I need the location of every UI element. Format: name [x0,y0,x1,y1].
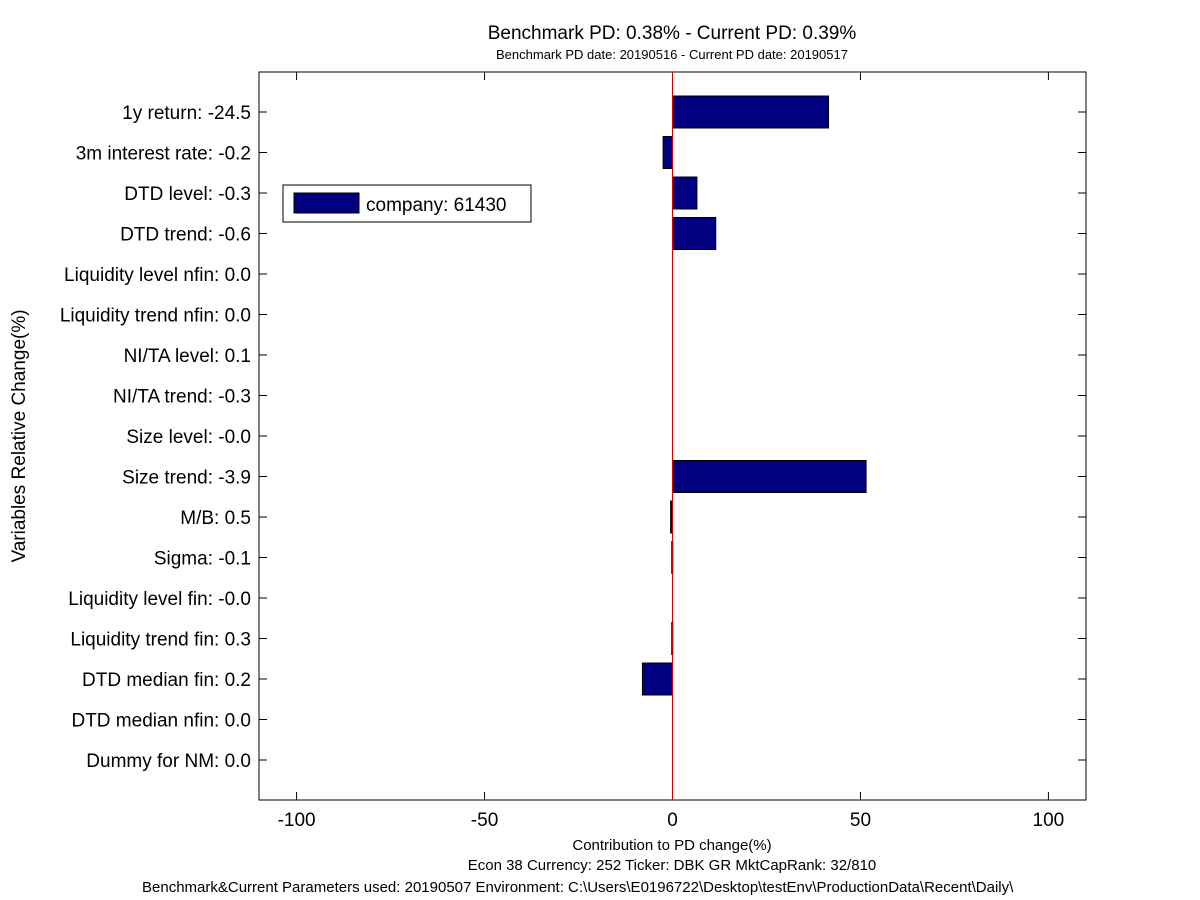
y-tick-label: DTD trend: -0.6 [120,225,251,246]
y-tick-label: Liquidity level nfin: 0.0 [64,265,251,286]
y-tick-label: Sigma: -0.1 [154,549,251,570]
x-tick-label: 0 [667,810,678,831]
y-tick-label: Size level: -0.0 [126,427,251,448]
y-tick-label: NI/TA level: 0.1 [124,346,251,367]
x-tick-labels: -100 -50 0 50 100 [278,810,1065,831]
footer-line-2: Benchmark&Current Parameters used: 20190… [142,879,1014,896]
bar [672,460,867,493]
chart-title: Benchmark PD: 0.38% - Current PD: 0.39% [488,23,857,44]
legend-swatch [293,192,360,214]
x-tick-label: 100 [1033,810,1065,831]
bar [672,176,698,210]
bar [641,662,673,696]
bar [662,136,674,169]
y-tick-label: NI/TA trend: -0.3 [113,387,251,408]
bar [672,95,830,129]
y-axis-label: Variables Relative Change(%) [9,309,30,562]
y-tick-label: Liquidity trend fin: 0.3 [70,630,251,651]
y-tick-label: 1y return: -24.5 [122,103,251,124]
x-tick-label: -50 [471,810,498,831]
x-axis-label: Contribution to PD change(%) [572,837,771,854]
bars [641,95,867,696]
y-tick-label: DTD level: -0.3 [124,184,251,205]
chart-subtitle: Benchmark PD date: 20190516 - Current PD… [496,47,848,62]
y-tick-label: DTD median nfin: 0.0 [71,711,251,732]
y-tick-label: Liquidity level fin: -0.0 [68,589,251,610]
y-tick-label: Dummy for NM: 0.0 [86,751,251,772]
y-tick-label: M/B: 0.5 [180,508,251,529]
bar [672,217,717,250]
y-tick-label: 3m interest rate: -0.2 [76,144,251,165]
y-tick-labels: 1y return: -24.5 3m interest rate: -0.2 DT… [60,103,251,772]
x-tick-label: 50 [850,810,871,831]
x-tick-label: -100 [278,810,316,831]
y-tick-label: Size trend: -3.9 [122,468,251,489]
legend: company: 61430 [282,184,532,223]
y-tick-label: DTD median fin: 0.2 [82,670,251,691]
legend-label: company: 61430 [366,195,507,216]
axis-ticks [259,72,1086,800]
footer-line-1: Econ 38 Currency: 252 Ticker: DBK GR Mkt… [468,857,877,874]
y-tick-label: Liquidity trend nfin: 0.0 [60,306,251,327]
